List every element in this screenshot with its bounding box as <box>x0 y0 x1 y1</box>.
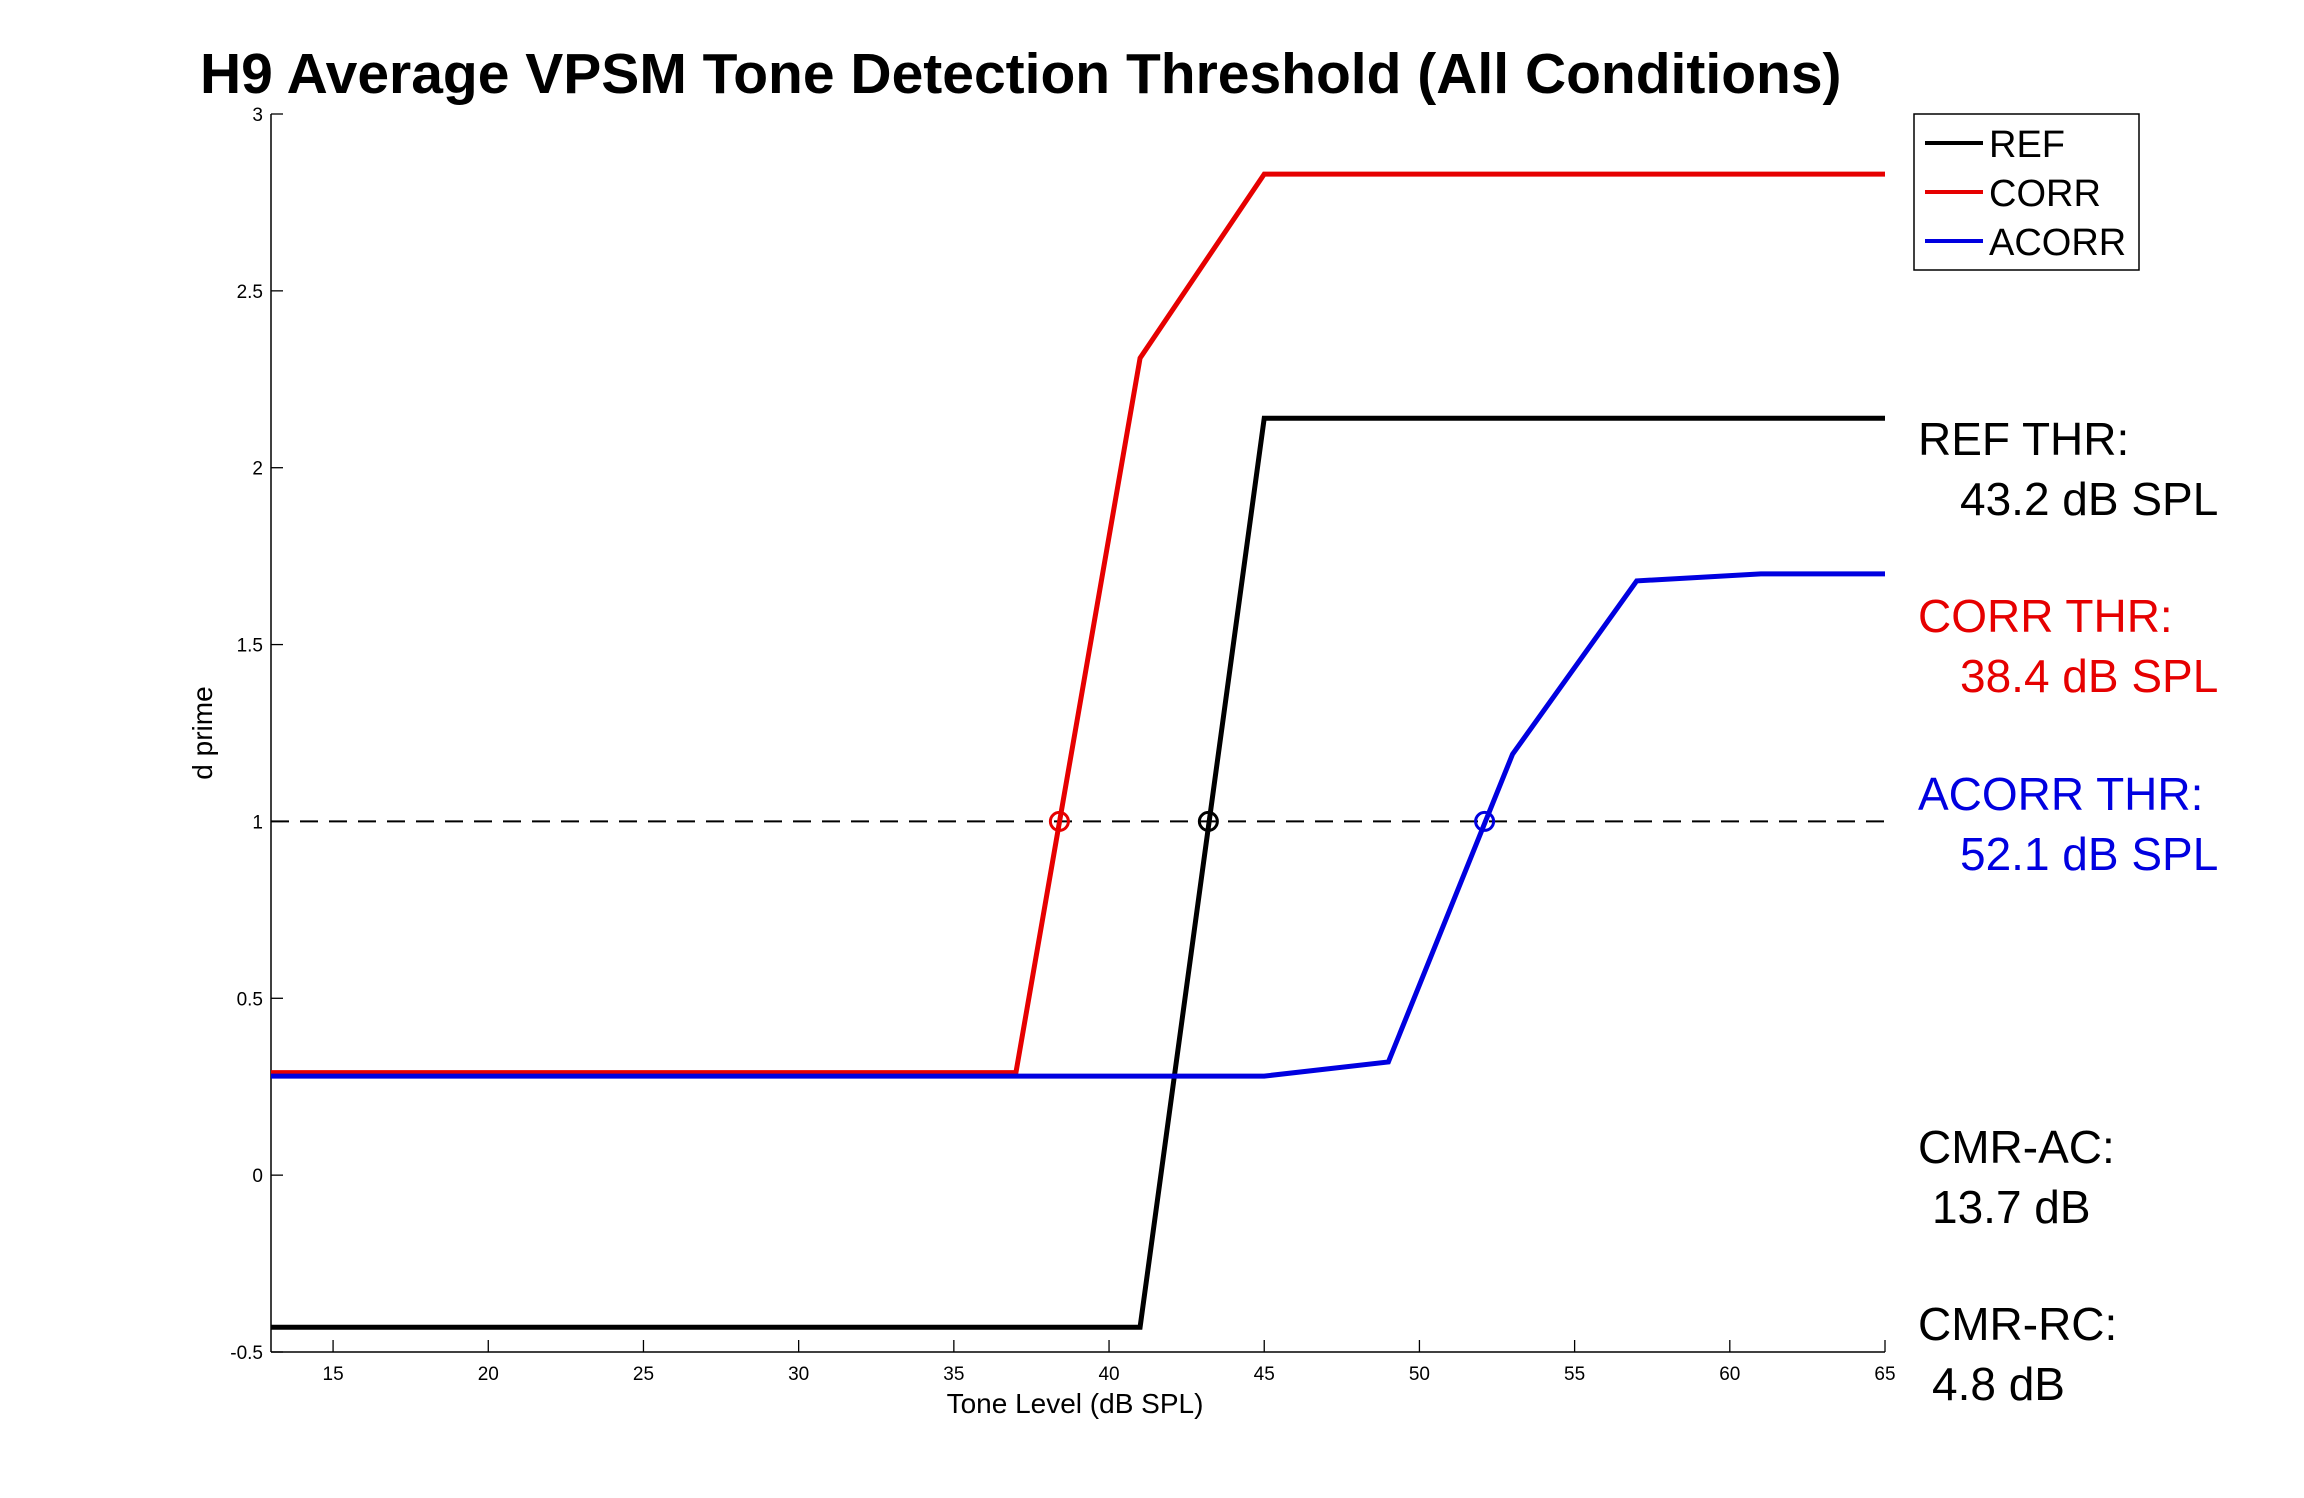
x-tick-label: 50 <box>1409 1364 1430 1385</box>
y-tick-label: 0 <box>252 1166 263 1187</box>
series-line-acorr <box>271 571 1885 1079</box>
x-tick-label: 25 <box>633 1364 654 1385</box>
annotation-corr-threshold-value: 38.4 dB SPL <box>1960 650 2218 702</box>
plot-axes <box>270 114 1885 1353</box>
x-tick-label: 65 <box>1874 1364 1895 1385</box>
y-tick-label: 0.5 <box>237 989 263 1010</box>
annotation-acorr-threshold-label: ACORR THR: <box>1918 768 2203 820</box>
threshold-marker-circle-ref <box>1197 810 1219 832</box>
threshold-marker-circle-corr <box>1048 810 1070 832</box>
y-tick-label: 1.5 <box>237 636 263 657</box>
annotation-ref-threshold: REF THR: 43.2 dB SPL <box>1918 413 2218 525</box>
series-line-corr <box>271 171 1885 1076</box>
x-tick-label: 55 <box>1564 1364 1585 1385</box>
series-lines <box>271 171 1885 1330</box>
y-tick-label: 1 <box>252 812 263 833</box>
annotation-cmr-rc-label: CMR-RC: <box>1918 1298 2117 1350</box>
legend-label-corr: CORR <box>1989 173 2101 215</box>
annotation-cmr-rc-value: 4.8 dB <box>1932 1358 2065 1410</box>
series-line-ref <box>271 415 1885 1330</box>
threshold-markers <box>1048 810 1496 832</box>
y-tick-label: 2 <box>252 459 263 480</box>
x-tick-label: 60 <box>1719 1364 1740 1385</box>
x-tick-label: 40 <box>1098 1364 1119 1385</box>
x-tick-label: 20 <box>478 1364 499 1385</box>
threshold-marker-corr <box>1048 810 1070 832</box>
legend: REF CORR ACORR <box>1913 113 2140 271</box>
annotation-cmr-ac-value: 13.7 dB <box>1932 1181 2091 1233</box>
threshold-marker-ref <box>1197 810 1219 832</box>
x-tick-label: 15 <box>323 1364 344 1385</box>
annotation-acorr-threshold-value: 52.1 dB SPL <box>1960 828 2218 880</box>
annotation-ref-threshold-value: 43.2 dB SPL <box>1960 473 2218 525</box>
y-axis-label: d prime <box>187 686 218 779</box>
threshold-marker-acorr <box>1474 810 1496 832</box>
x-tick-label: 35 <box>943 1364 964 1385</box>
y-tick-label: -0.5 <box>230 1343 263 1364</box>
x-axis-ticks: 15 20 25 30 35 40 45 50 55 60 65 <box>323 1340 1896 1385</box>
x-axis-label: Tone Level (dB SPL) <box>947 1388 1204 1419</box>
legend-label-acorr: ACORR <box>1989 222 2126 264</box>
legend-label-ref: REF <box>1989 124 2065 166</box>
y-tick-label: 3 <box>252 105 263 126</box>
annotation-acorr-threshold: ACORR THR: 52.1 dB SPL <box>1918 768 2218 880</box>
x-tick-label: 45 <box>1254 1364 1275 1385</box>
annotation-cmr-rc: CMR-RC: 4.8 dB <box>1918 1298 2117 1410</box>
annotation-corr-threshold-label: CORR THR: <box>1918 590 2173 642</box>
annotation-ref-threshold-label: REF THR: <box>1918 413 2129 465</box>
threshold-marker-circle-acorr <box>1474 810 1496 832</box>
chart-title: H9 Average VPSM Tone Detection Threshold… <box>200 42 1842 106</box>
y-axis-ticks: -0.5 0 0.5 1 1.5 2 2.5 3 <box>230 105 283 1364</box>
x-tick-label: 30 <box>788 1364 809 1385</box>
annotation-cmr-ac: CMR-AC: 13.7 dB <box>1918 1121 2115 1233</box>
annotation-corr-threshold: CORR THR: 38.4 dB SPL <box>1918 590 2218 702</box>
annotation-cmr-ac-label: CMR-AC: <box>1918 1121 2115 1173</box>
y-tick-label: 2.5 <box>237 282 263 303</box>
